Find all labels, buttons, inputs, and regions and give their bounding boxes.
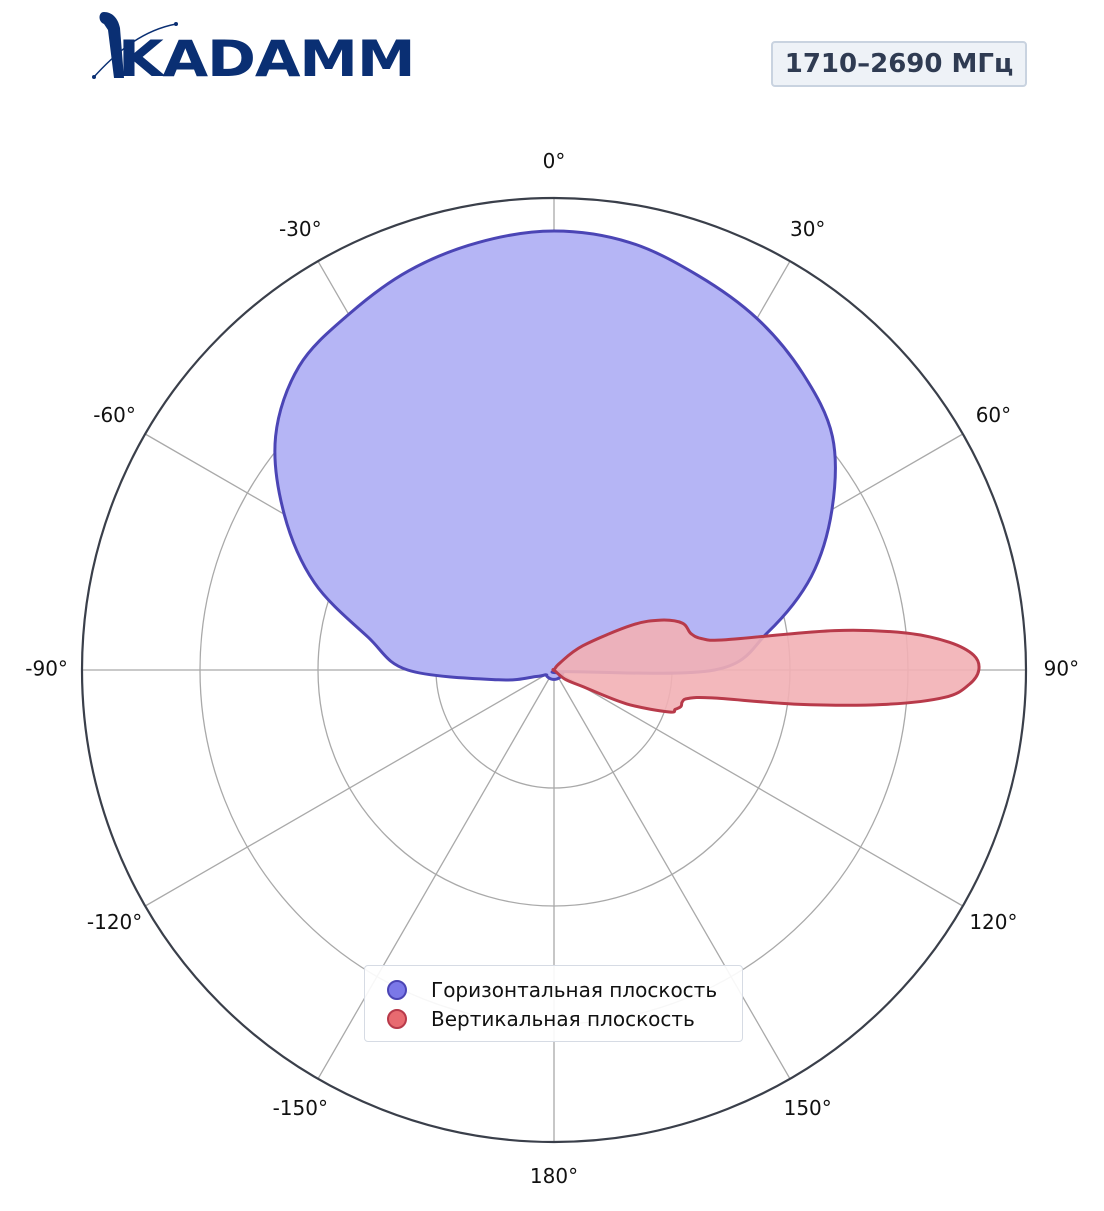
angle-tick-label: 180° xyxy=(530,1164,578,1188)
legend-item-horizontal[interactable]: Горизонтальная плоскость xyxy=(387,977,717,1003)
angle-tick-label: -150° xyxy=(273,1096,328,1120)
angle-tick-label: 60° xyxy=(976,403,1011,427)
outer-ring xyxy=(80,196,1028,1144)
angle-ticks: 0° 30° 60° 90° 120° 150° 180° -150° -120° -90° -60… xyxy=(25,149,1079,1188)
logo-text: KADAMM xyxy=(118,30,416,88)
angle-tick-label: -30° xyxy=(279,217,322,241)
angle-tick-label: -90° xyxy=(25,657,68,681)
angle-tick-label: 120° xyxy=(969,910,1017,934)
legend: Горизонтальная плоскость Вертикальная пл… xyxy=(364,965,743,1042)
angle-tick-label: 150° xyxy=(784,1096,832,1120)
brand-logo: KADAMM xyxy=(90,8,416,88)
angle-tick-label: 90° xyxy=(1044,657,1079,681)
angle-tick-label: -120° xyxy=(87,910,142,934)
legend-item-vertical[interactable]: Вертикальная плоскость xyxy=(387,1006,695,1032)
series-layer xyxy=(273,229,981,714)
legend-label-vertical: Вертикальная плоскость xyxy=(431,1007,695,1031)
angle-tick-label: 0° xyxy=(543,149,566,173)
legend-label-horizontal: Горизонтальная плоскость xyxy=(431,978,718,1002)
angle-tick-label: -60° xyxy=(93,403,136,427)
logo-swoosh-icon xyxy=(92,12,178,79)
angle-tick-label: 30° xyxy=(790,217,825,241)
series-horizontal xyxy=(273,229,837,682)
series-vertical xyxy=(551,618,981,714)
legend-marker-vertical xyxy=(387,1009,407,1029)
frequency-badge: 1710–2690 МГц xyxy=(771,41,1027,87)
legend-marker-horizontal xyxy=(387,980,407,1000)
